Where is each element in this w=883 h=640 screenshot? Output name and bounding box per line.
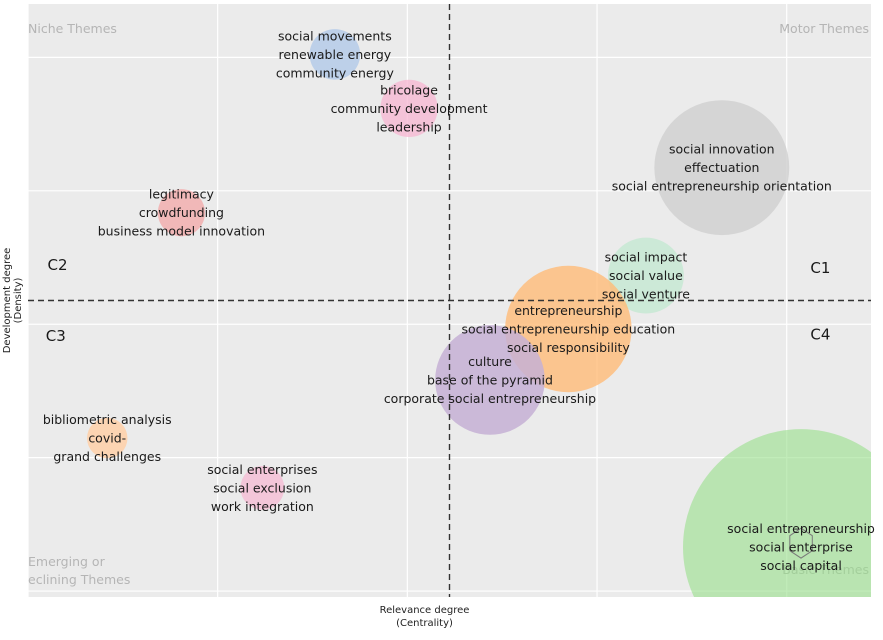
cluster-quadrant-label: C3	[46, 327, 66, 345]
bubble-label: covid-	[88, 431, 126, 446]
quadrant-title-emerging: Emerging or	[28, 554, 106, 569]
hexagon-marker-icon	[789, 527, 813, 559]
quadrant-dividers	[28, 4, 871, 597]
bubble-label: social entrepreneurship	[727, 521, 875, 536]
bubble-label: social impact	[605, 250, 688, 265]
bubble	[683, 429, 871, 597]
bubble-label: social value	[609, 268, 683, 283]
bubble-label: social responsibility	[507, 340, 630, 355]
bubble-label: social innovation	[669, 142, 775, 157]
quadrant-title-motor: Motor Themes	[779, 21, 869, 36]
bubble-label: effectuation	[684, 160, 759, 175]
y-axis-title: Development degree	[2, 248, 13, 354]
bubble	[240, 465, 285, 510]
bubble	[309, 29, 361, 80]
quadrant-title-emerging: eclining Themes	[28, 572, 130, 587]
cluster-quadrant-label: C1	[810, 259, 830, 277]
bubble-label: social entrepreneurship education	[462, 321, 676, 336]
bubble-label: corporate social entrepreneurship	[384, 391, 596, 406]
bubble	[87, 417, 128, 459]
bubble-label: social movements	[278, 28, 392, 43]
bubble-label: renewable energy	[279, 47, 392, 62]
bubble-label: social exclusion	[213, 480, 311, 495]
bubble-label: bibliometric analysis	[43, 412, 172, 427]
bubble-label: social venture	[602, 287, 690, 302]
bubble-label: social entrepreneurship orientation	[612, 179, 832, 194]
bubble-labels: social movements renewable energy communit…	[43, 28, 875, 573]
bubble-label: social capital	[760, 558, 842, 573]
bubble-label: bricolage	[380, 82, 438, 97]
x-axis-title: Relevance degree	[380, 605, 470, 616]
bubble-label: social enterprise	[749, 540, 853, 555]
bubble-label: legitimacy	[149, 187, 215, 202]
bubble-label: social enterprises	[207, 462, 317, 477]
bubble-label: community energy	[276, 65, 395, 80]
bubble-label: crowdfunding	[139, 205, 224, 220]
quadrant-cluster-labels: C1 C2 C3 C4	[46, 256, 831, 345]
bubble	[654, 100, 790, 236]
bubble	[607, 237, 684, 314]
cluster-quadrant-label: C4	[810, 325, 830, 343]
bubbles	[87, 29, 871, 597]
bubble	[157, 189, 206, 237]
bubble-label: culture	[468, 354, 512, 369]
bubble	[435, 325, 545, 435]
bubble-label: community development	[331, 101, 488, 116]
bubble-label: business model innovation	[98, 224, 265, 239]
bubble-label: grand challenges	[53, 449, 161, 464]
bubble-label: base of the pyramid	[427, 372, 553, 387]
bubble-label: work integration	[211, 499, 314, 514]
y-axis-title: (Density)	[13, 277, 24, 323]
x-axis-title: (Centrality)	[396, 618, 453, 629]
bubble-label: leadership	[376, 119, 441, 134]
bubble-label: entrepreneurship	[514, 303, 622, 318]
axis-titles: Relevance degree (Centrality) Development …	[2, 248, 469, 629]
cluster-quadrant-label: C2	[47, 256, 67, 274]
quadrant-title-niche: Niche Themes	[28, 21, 117, 36]
bubble	[380, 79, 438, 138]
